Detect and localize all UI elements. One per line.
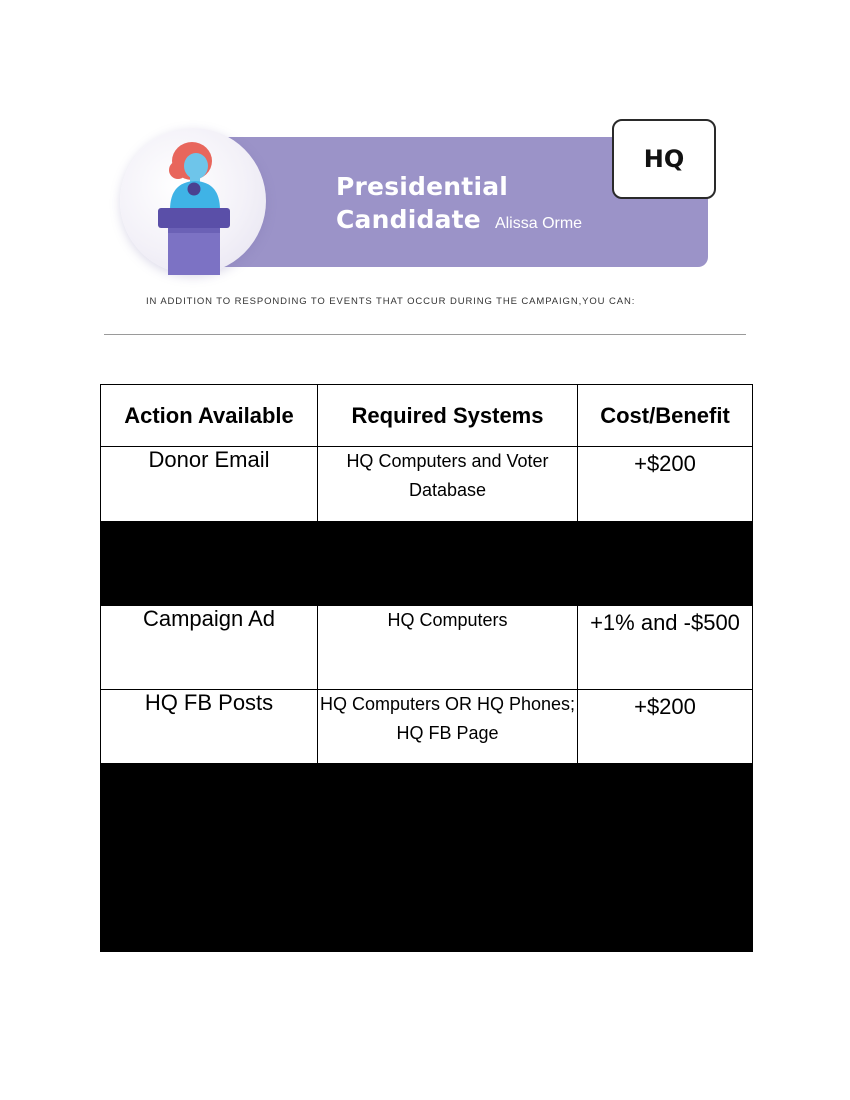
header-required: Required Systems [317, 384, 578, 447]
redacted-row [100, 521, 753, 606]
redacted-cell [317, 763, 578, 868]
table-row: HQ FB Posts HQ Computers OR HQ Phones; H… [100, 689, 753, 764]
cost-cell: +1% and -$500 [577, 605, 753, 690]
header-cost: Cost/Benefit [577, 384, 753, 447]
divider [104, 334, 746, 335]
title-line-2-row: Candidate Alissa Orme [336, 203, 582, 240]
action-cell: HQ FB Posts [100, 689, 318, 764]
redacted-cell [317, 521, 578, 606]
page-title: Presidential Candidate Alissa Orme [336, 170, 582, 240]
table-header-row: Action Available Required Systems Cost/B… [100, 384, 753, 447]
redacted-row [100, 763, 753, 868]
table-row: Campaign Ad HQ Computers +1% and -$500 [100, 605, 753, 690]
header-action: Action Available [100, 384, 318, 447]
title-line-1: Presidential [336, 172, 509, 201]
redacted-cell [317, 867, 578, 952]
hq-badge: HQ [612, 119, 716, 199]
required-cell: HQ Computers and Voter Database [317, 446, 578, 522]
redacted-cell [100, 763, 318, 868]
redacted-cell [100, 867, 318, 952]
redacted-cell [577, 521, 753, 606]
redacted-cell [100, 521, 318, 606]
redacted-row [100, 867, 753, 952]
table-row: Donor Email HQ Computers and Voter Datab… [100, 446, 753, 522]
redacted-cell [577, 867, 753, 952]
actions-table: Action Available Required Systems Cost/B… [100, 384, 753, 952]
title-line-2: Candidate [336, 205, 481, 234]
cost-cell: +$200 [577, 446, 753, 522]
candidate-podium-icon [158, 142, 230, 275]
redacted-cell [577, 763, 753, 868]
candidate-name: Alissa Orme [494, 215, 583, 232]
required-cell: HQ Computers [317, 605, 578, 690]
required-cell: HQ Computers OR HQ Phones; HQ FB Page [317, 689, 578, 764]
action-cell: Donor Email [100, 446, 318, 522]
cost-cell: +$200 [577, 689, 753, 764]
action-cell: Campaign Ad [100, 605, 318, 690]
intro-text: IN ADDITION TO RESPONDING TO EVENTS THAT… [146, 296, 636, 307]
